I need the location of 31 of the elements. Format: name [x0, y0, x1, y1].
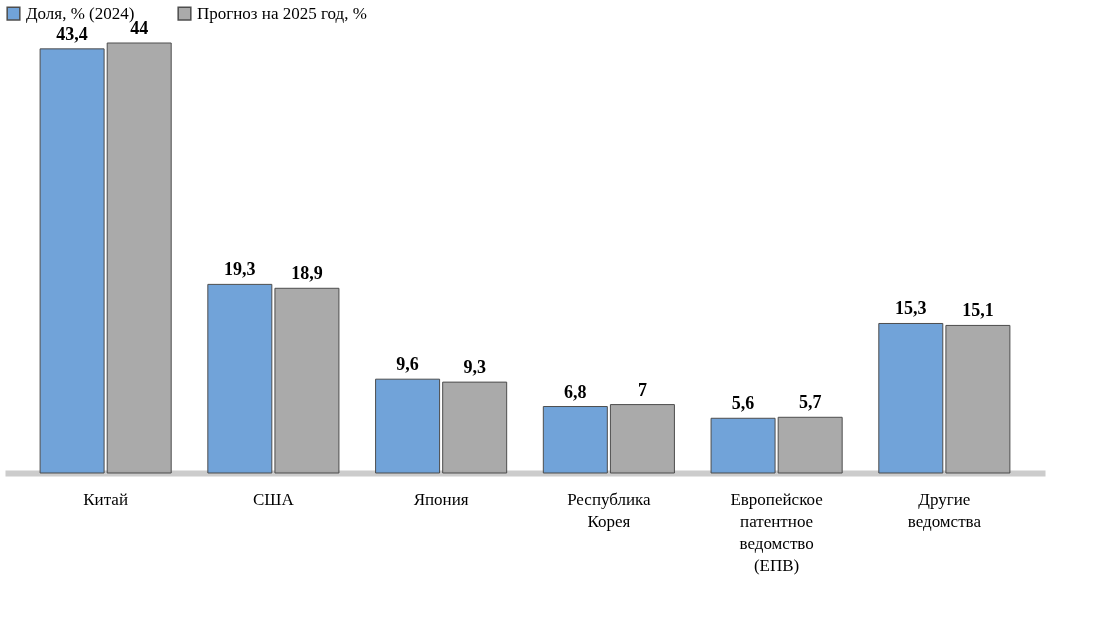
- legend-label: Прогноз на 2025 год, %: [197, 3, 367, 23]
- data-label: 15,1: [962, 300, 994, 321]
- bar: [39, 48, 105, 474]
- bar: [207, 283, 273, 474]
- data-label: 9,3: [463, 357, 486, 378]
- bar: [542, 406, 608, 474]
- data-label: 9,6: [396, 354, 419, 375]
- data-label: 6,8: [564, 381, 587, 402]
- bar: [777, 416, 843, 474]
- bar: [945, 324, 1011, 474]
- bar: [375, 378, 441, 474]
- x-tick-label: Республика Корея: [567, 489, 652, 531]
- data-label: 19,3: [224, 259, 256, 280]
- data-label: 15,3: [895, 298, 927, 319]
- x-tick-label: США: [253, 489, 295, 509]
- bar: [609, 404, 675, 474]
- bar: [710, 417, 776, 474]
- data-label: 7: [637, 379, 647, 400]
- legend-label: Доля, % (2024): [26, 3, 135, 23]
- data-label: 43,4: [56, 23, 88, 44]
- bar: [878, 322, 944, 474]
- bar: [274, 287, 340, 474]
- data-label: 5,7: [798, 392, 822, 413]
- x-tick-label: Япония: [413, 489, 469, 509]
- x-tick-label: Европейское патентное ведомство (ЕПВ): [730, 489, 823, 575]
- x-tick-label: Китай: [83, 489, 128, 509]
- bar: [442, 381, 508, 474]
- x-tick-label: Другие ведомства: [907, 489, 982, 531]
- bar: [106, 42, 172, 474]
- data-label: 5,6: [731, 393, 755, 414]
- data-label: 18,9: [291, 263, 323, 284]
